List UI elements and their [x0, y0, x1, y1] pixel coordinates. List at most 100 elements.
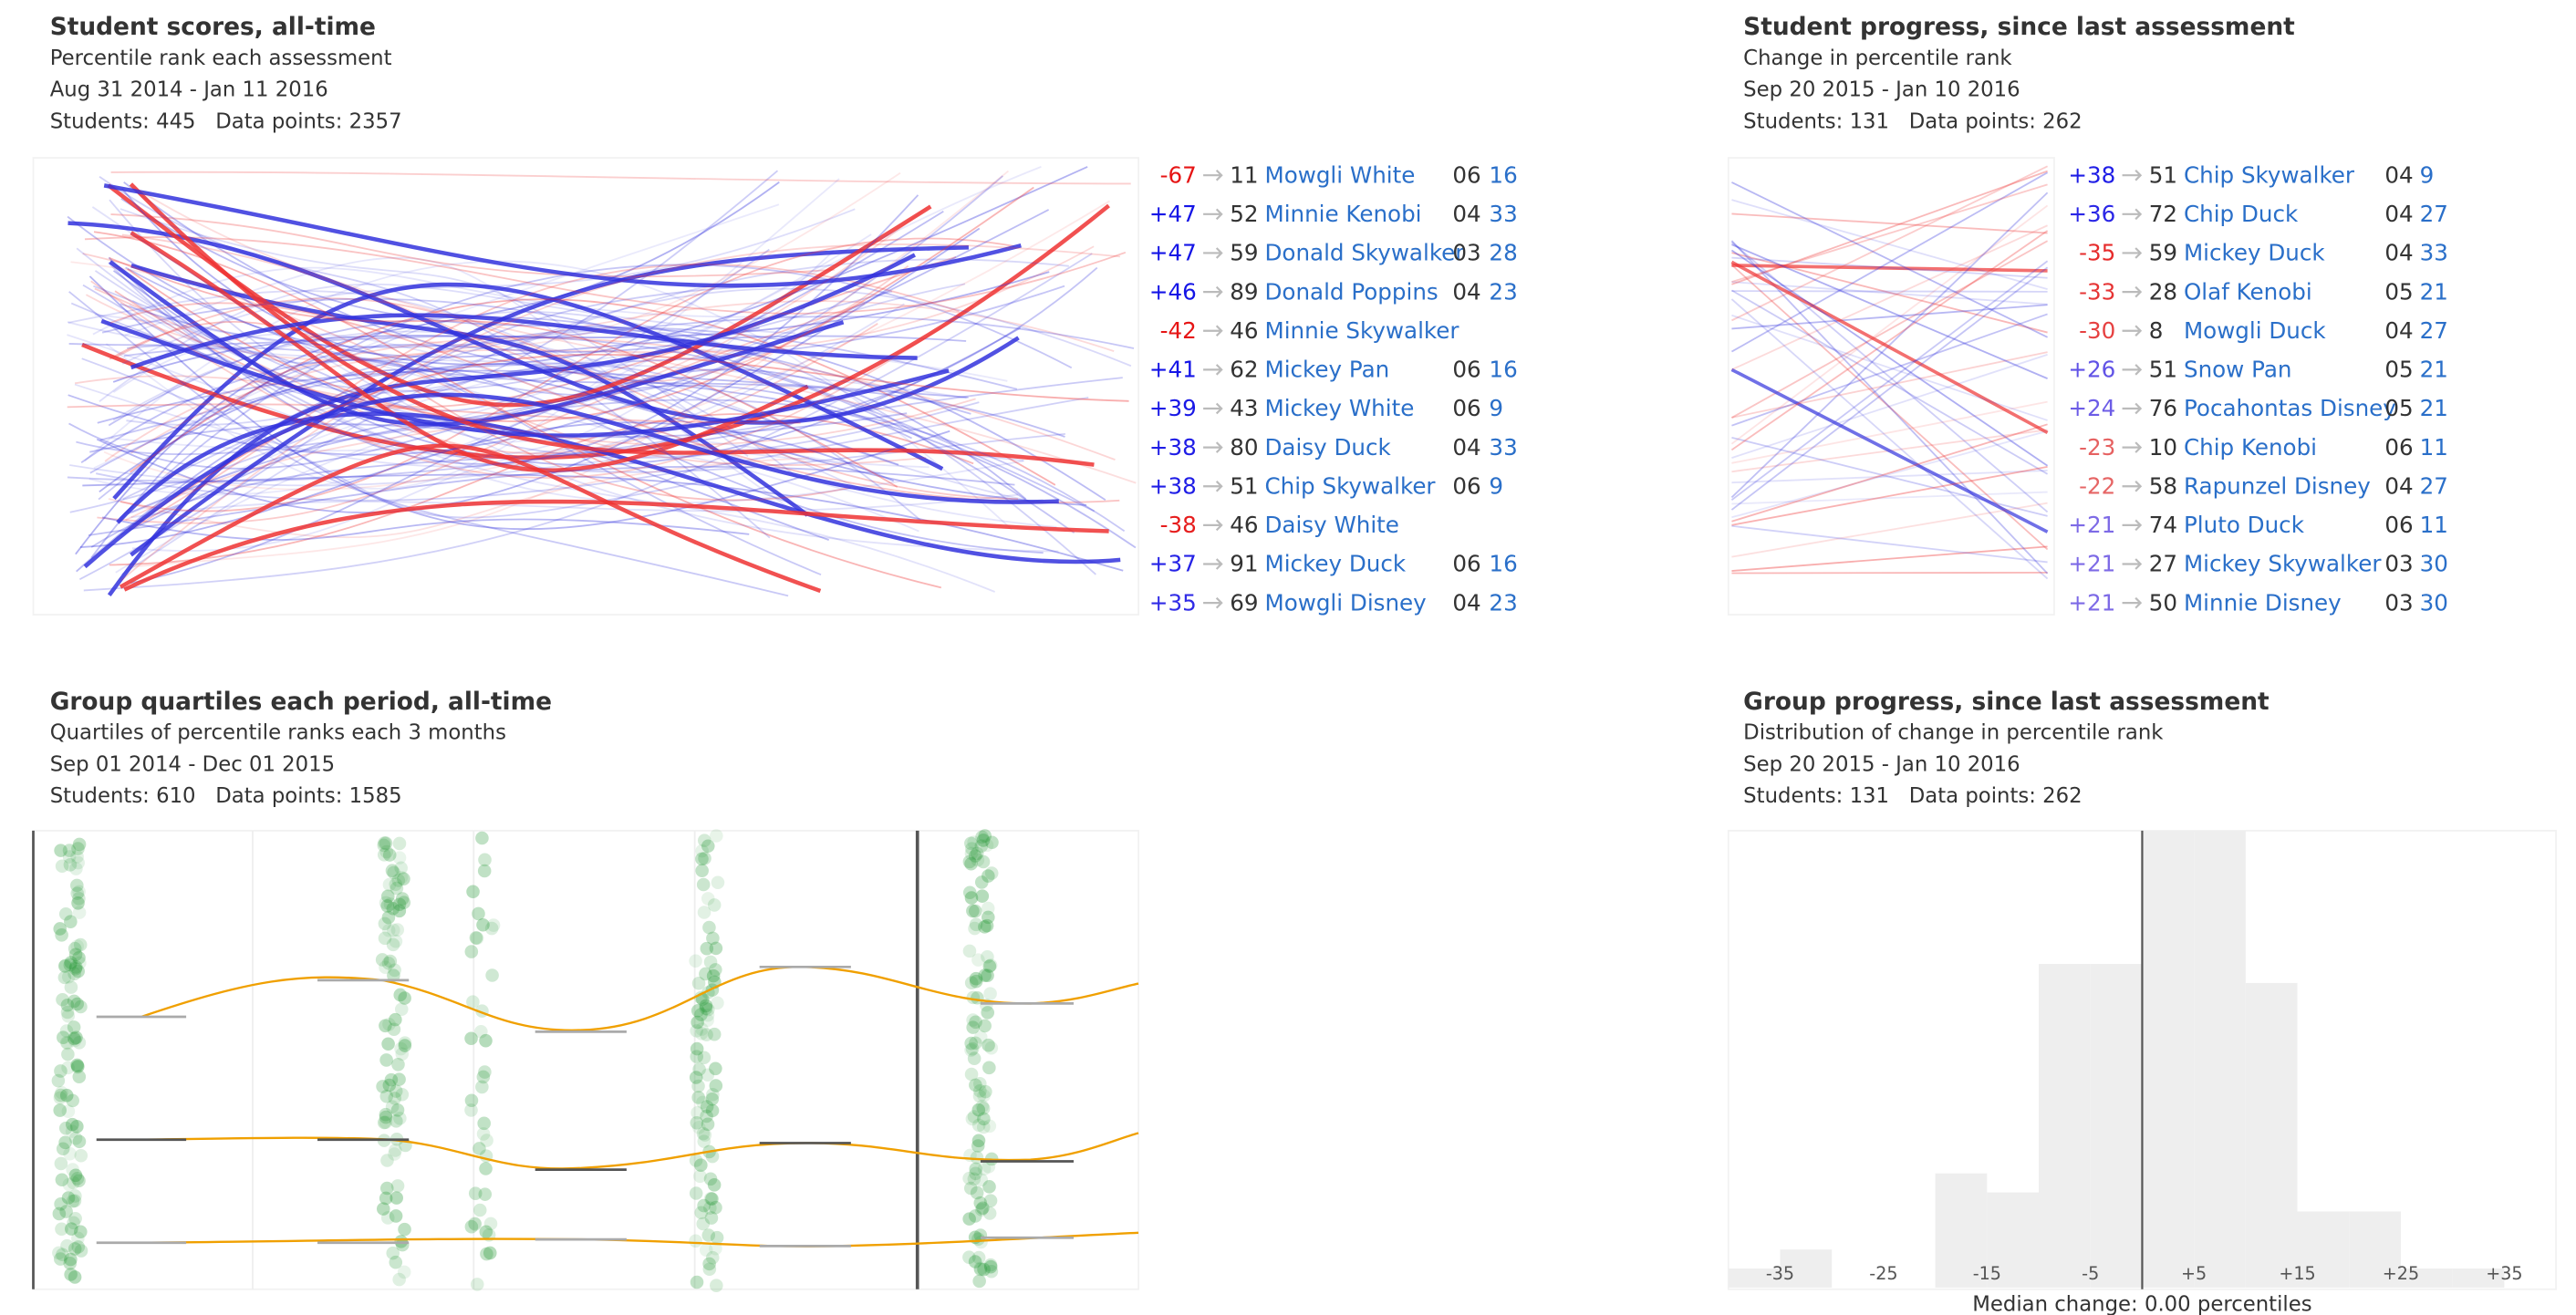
- change: +39: [1149, 395, 1197, 421]
- score-dot: [55, 1222, 68, 1237]
- group[interactable]: 21: [2420, 395, 2448, 421]
- score-dot: [983, 958, 998, 972]
- progress-line: [1730, 368, 2049, 533]
- group[interactable]: 21: [2420, 278, 2448, 305]
- group[interactable]: 11: [2420, 512, 2448, 538]
- group[interactable]: 27: [2420, 472, 2448, 499]
- score-dot: [70, 1058, 84, 1072]
- group[interactable]: 16: [1489, 551, 1517, 577]
- score-dot: [693, 1169, 707, 1184]
- score-dot: [696, 1095, 710, 1110]
- student-name[interactable]: Daisy Duck: [1264, 434, 1391, 461]
- score: 50: [2149, 589, 2177, 616]
- score-dot: [64, 915, 78, 929]
- group[interactable]: 27: [2420, 201, 2448, 227]
- student-line: [68, 209, 1050, 456]
- student-name[interactable]: Mickey Duck: [1264, 551, 1406, 577]
- student-name[interactable]: Mickey Skywalker: [2184, 551, 2382, 577]
- student-name[interactable]: Minnie Skywalker: [1264, 317, 1459, 344]
- student-name[interactable]: Chip Skywalker: [2184, 161, 2355, 188]
- group[interactable]: 21: [2420, 357, 2448, 383]
- score-dot: [466, 885, 480, 899]
- group[interactable]: 16: [1489, 161, 1517, 188]
- score-dot: [391, 874, 406, 887]
- student-line: [97, 302, 866, 524]
- score-dot: [983, 1259, 998, 1274]
- score: 59: [1230, 240, 1258, 266]
- student-name[interactable]: Chip Kenobi: [2184, 434, 2317, 461]
- score-dot: [390, 1114, 403, 1128]
- student-name[interactable]: Mowgli White: [1264, 161, 1415, 188]
- student-name[interactable]: Chip Skywalker: [1264, 472, 1436, 499]
- score-dot: [696, 1217, 711, 1231]
- panel-dates: Sep 01 2014 - Dec 01 2015: [50, 752, 335, 776]
- student-name[interactable]: Rapunzel Disney: [2184, 472, 2371, 499]
- panel-subtitle: Percentile rank each assessment: [50, 47, 392, 70]
- student-name[interactable]: Mowgli Disney: [1264, 589, 1426, 616]
- score-dot: [982, 1038, 995, 1052]
- score-dot: [71, 964, 85, 978]
- student-name[interactable]: Donald Poppins: [1264, 278, 1438, 305]
- group[interactable]: 9: [1489, 395, 1503, 421]
- group[interactable]: 16: [1489, 357, 1517, 383]
- score-dot: [63, 1257, 78, 1270]
- score-dot: [700, 941, 714, 956]
- student-name[interactable]: Mickey Duck: [2184, 240, 2325, 266]
- change: +47: [1149, 240, 1197, 266]
- group[interactable]: 23: [1489, 589, 1517, 616]
- grade: 03: [2384, 551, 2413, 577]
- score-dot: [704, 1211, 719, 1225]
- student-line: [76, 247, 798, 478]
- group[interactable]: 30: [2420, 589, 2448, 616]
- group[interactable]: 28: [1489, 240, 1517, 266]
- progress-line: [1731, 436, 2048, 517]
- bar: [2142, 830, 2195, 1288]
- student-name[interactable]: Olaf Kenobi: [2184, 278, 2312, 305]
- student-line: [101, 297, 1096, 513]
- student-name[interactable]: Minnie Disney: [2184, 589, 2342, 616]
- score-dot: [971, 1250, 986, 1265]
- arrow: [2122, 208, 2143, 221]
- group[interactable]: 9: [2420, 161, 2435, 188]
- score-dot: [390, 923, 405, 937]
- student-name[interactable]: Mowgli Duck: [2184, 317, 2326, 344]
- student-name[interactable]: Daisy White: [1264, 512, 1398, 538]
- student-line: [104, 337, 1116, 462]
- panel-stats: Students: 131 Data points: 262: [1743, 784, 2082, 808]
- student-line: [107, 183, 932, 408]
- score-dot: [386, 1246, 400, 1260]
- score-dot: [691, 1120, 706, 1134]
- student-name[interactable]: Pluto Duck: [2184, 512, 2305, 538]
- score-dot: [690, 1275, 704, 1289]
- arrow: [1203, 325, 1223, 337]
- group[interactable]: 33: [1489, 434, 1517, 461]
- score-dot: [379, 1115, 393, 1130]
- group[interactable]: 33: [2420, 240, 2448, 266]
- progress-line: [1731, 183, 2048, 283]
- student-name[interactable]: Snow Pan: [2184, 357, 2292, 383]
- score-dot: [710, 1230, 724, 1245]
- score-dot: [378, 836, 391, 850]
- student-name[interactable]: Chip Duck: [2184, 201, 2299, 227]
- student-name[interactable]: Mickey White: [1264, 395, 1414, 421]
- score-dot: [968, 921, 982, 936]
- student-name[interactable]: Mickey Pan: [1264, 357, 1389, 383]
- score-dot: [387, 923, 400, 937]
- group[interactable]: 30: [2420, 551, 2448, 577]
- group[interactable]: 11: [2420, 434, 2448, 461]
- student-name[interactable]: Donald Skywalker: [1264, 240, 1465, 266]
- score-dot: [971, 853, 985, 867]
- progress-line: [1731, 165, 2048, 322]
- score-dot: [54, 844, 68, 857]
- score-dot: [711, 875, 725, 890]
- score-dot: [964, 846, 979, 861]
- student-name[interactable]: Pocahontas Disney: [2184, 395, 2396, 421]
- group[interactable]: 33: [1489, 201, 1517, 227]
- group[interactable]: 9: [1489, 472, 1503, 499]
- score-dot: [379, 836, 393, 850]
- group[interactable]: 23: [1489, 278, 1517, 305]
- score-dot: [476, 917, 490, 932]
- score-dot: [57, 970, 72, 985]
- student-name[interactable]: Minnie Kenobi: [1264, 201, 1421, 227]
- group[interactable]: 27: [2420, 317, 2448, 344]
